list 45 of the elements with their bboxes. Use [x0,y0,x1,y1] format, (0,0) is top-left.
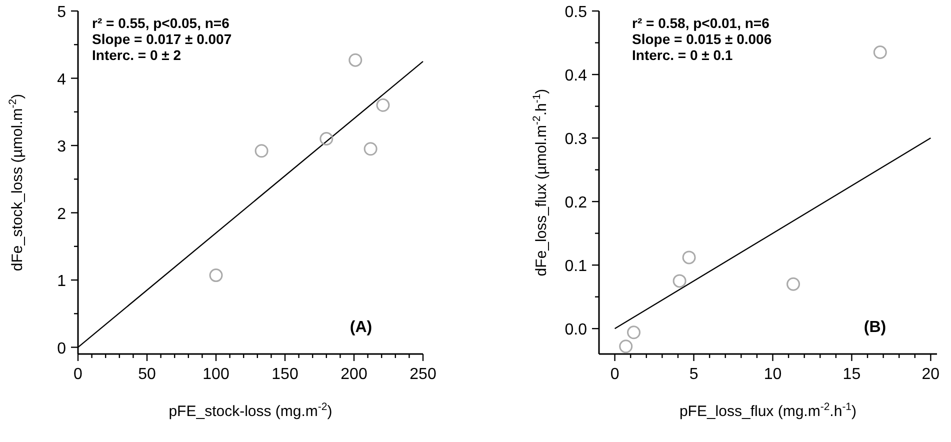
annotation: r² = 0.58, p<0.01, n=6 [632,15,770,31]
annotation: r² = 0.55, p<0.05, n=6 [92,15,230,31]
point [873,46,887,60]
y-tick-label: 0.0 [564,322,588,339]
x-tick-label: 0 [74,366,83,383]
x-axis-title: pFE_stock-loss (mg.m$^{-2}$) [168,401,332,420]
y-tick-label: 0.3 [564,131,588,148]
y-tick-label: 1 [57,273,66,290]
y-tick-label: 5 [57,4,66,21]
x-tick-label: 10 [764,366,782,383]
x-tick-label: 20 [922,366,940,383]
point [672,274,686,288]
y-tick-label: 0.4 [564,68,588,85]
y-tick-label: 0.2 [564,194,588,212]
annotation: Slope = 0.017 ± 0.007 [92,31,232,47]
point [320,132,334,146]
point [786,277,800,291]
x-tick-label: 15 [842,366,861,383]
x-tick-label: 200 [340,366,368,383]
point [376,98,390,112]
point [682,250,696,264]
point [254,144,268,158]
x-tick-label: 250 [410,366,436,383]
x-tick-label: 100 [202,366,230,383]
point [627,326,640,340]
y-tick-label: 3 [57,138,66,156]
x-tick-label: 5 [689,366,698,383]
annotation: Slope = 0.015 ± 0.006 [632,31,772,47]
y-tick-label: 0.5 [564,4,588,21]
point [619,340,633,354]
annotation: Interc. = 0 ± 2 [92,47,182,63]
x-tick-label: 0 [610,366,620,383]
point [209,268,223,282]
y-tick-label: 0.1 [564,258,588,276]
x-axis-title: pFE_loss_flux (mg.m$^{-2}$.h$^{-1}$) [679,401,857,420]
annotation: (B) [864,319,886,336]
y-tick-label: 0 [57,340,66,358]
annotation: (A) [350,319,372,336]
annotation: Interc. = 0 ± 0.1 [632,47,733,63]
y-tick-label: 4 [57,71,66,88]
x-tick-label: 150 [272,366,298,383]
point [364,142,378,156]
point [348,53,362,67]
x-tick-label: 50 [138,366,156,383]
y-tick-label: 2 [57,206,66,223]
